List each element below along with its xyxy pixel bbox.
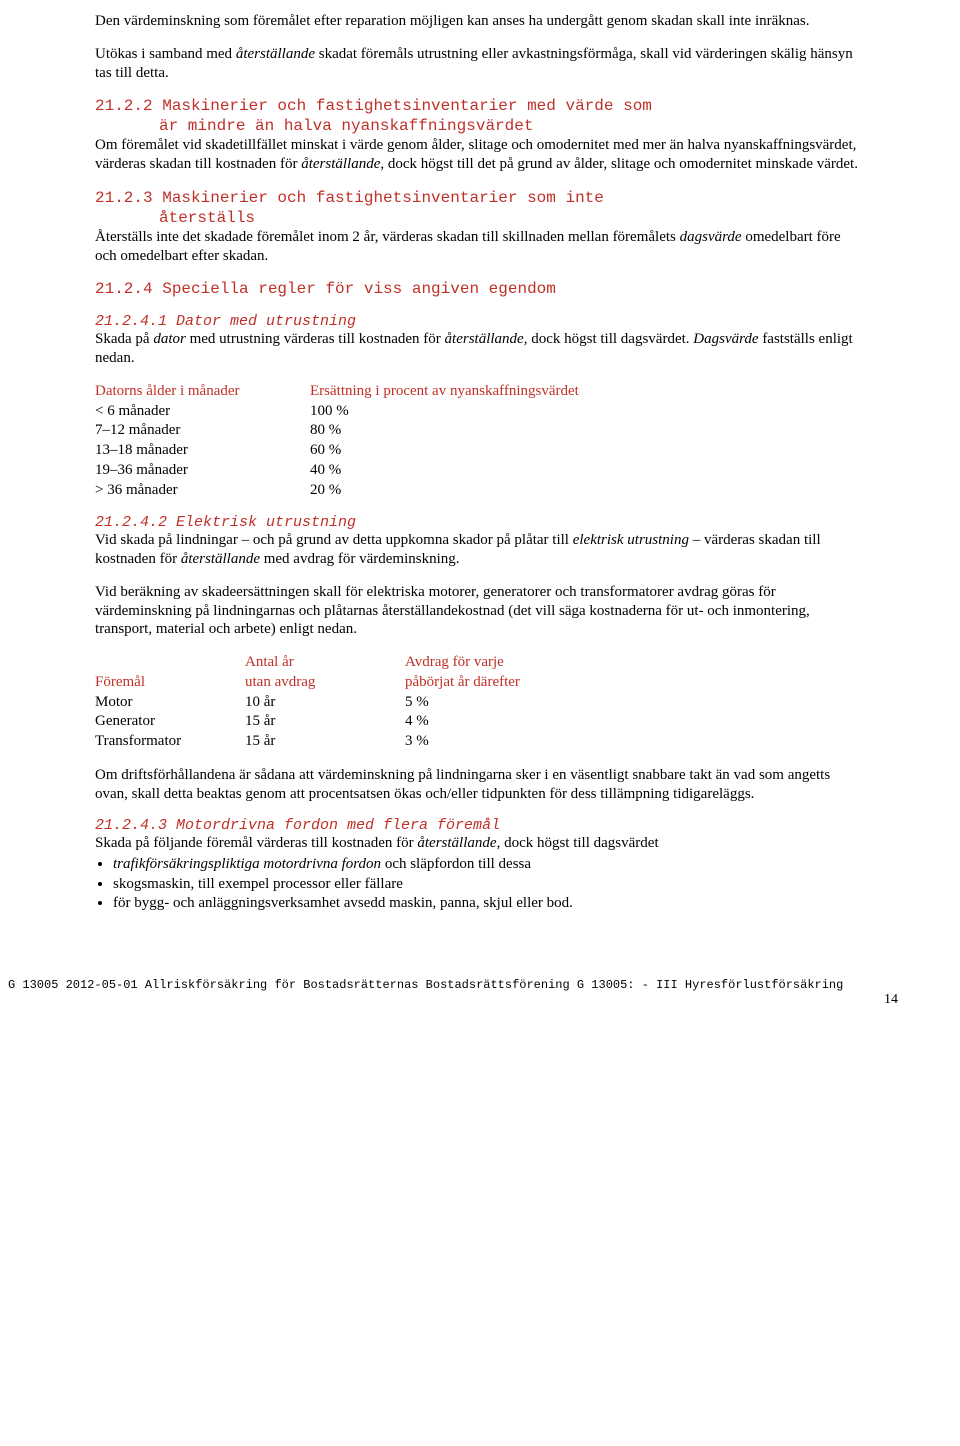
cell-pct: 20 % (310, 481, 610, 501)
emphasis: återställande (236, 46, 315, 62)
heading-line-1: 21.2.3 Maskinerier och fastighetsinventa… (95, 189, 604, 207)
table-header: utan avdrag (245, 673, 405, 693)
heading-line-1: 21.2.2 Maskinerier och fastighetsinventa… (95, 97, 652, 115)
text: med utrustning värderas till kostnaden f… (186, 331, 445, 347)
paragraph: Om föremålet vid skadetillfället minskat… (95, 136, 865, 174)
cell-age: 13–18 månader (95, 441, 310, 461)
table-header: Antal år (245, 653, 405, 673)
computer-age-table: Datorns ålder i månader Ersättning i pro… (95, 382, 610, 501)
table-row: 19–36 månader 40 % (95, 461, 610, 481)
text: , dock högst till dagsvärdet. (524, 331, 694, 347)
cell-age: < 6 månader (95, 402, 310, 422)
table-row: Motor 10 år 5 % (95, 693, 605, 713)
table-header: Föremål (95, 673, 245, 693)
list-item: skogsmaskin, till exempel processor elle… (113, 875, 865, 895)
paragraph: Återställs inte det skadade föremålet in… (95, 228, 865, 266)
emphasis: elektrisk utrustning (573, 532, 689, 548)
bullet-list: trafikförsäkringspliktiga motordrivna fo… (95, 855, 865, 914)
footer-line: G 13005 2012-05-01 Allriskförsäkring för… (0, 958, 960, 992)
cell-years: 10 år (245, 693, 405, 713)
paragraph: Skada på dator med utrustning värderas t… (95, 330, 865, 368)
emphasis: trafikförsäkringspliktiga motordrivna fo… (113, 856, 381, 872)
table-header-row: Datorns ålder i månader Ersättning i pro… (95, 382, 610, 402)
cell-obj: Transformator (95, 732, 245, 752)
cell-years: 15 år (245, 732, 405, 752)
heading-21-2-4-3: 21.2.4.3 Motordrivna fordon med flera fö… (95, 817, 865, 834)
text: , dock högst till det på grund av ålder,… (380, 156, 858, 172)
cell-ded: 5 % (405, 693, 605, 713)
paragraph: Vid skada på lindningar – och på grund a… (95, 531, 865, 569)
table-row: Generator 15 år 4 % (95, 712, 605, 732)
cell-ded: 4 % (405, 712, 605, 732)
heading-line-2: är mindre än halva nyanskaffningsvärdet (95, 116, 865, 136)
table-row: 7–12 månader 80 % (95, 421, 610, 441)
paragraph: Om driftsförhållandena är sådana att vär… (95, 766, 865, 804)
text: , dock högst till dagsvärdet (497, 835, 659, 851)
heading-21-2-4-2: 21.2.4.2 Elektrisk utrustning (95, 514, 865, 531)
table-row: < 6 månader 100 % (95, 402, 610, 422)
table-header-row: Föremål utan avdrag påbörjat år därefter (95, 673, 605, 693)
page-number: 14 (0, 992, 960, 1008)
text: Vid skada på lindningar – och på grund a… (95, 532, 573, 548)
table-header-row: Antal år Avdrag för varje (95, 653, 605, 673)
emphasis: återställande (181, 551, 260, 567)
heading-21-2-4: 21.2.4 Speciella regler för viss angiven… (95, 279, 865, 299)
electrical-table: Antal år Avdrag för varje Föremål utan a… (95, 653, 605, 752)
cell-ded: 3 % (405, 732, 605, 752)
table-row: 13–18 månader 60 % (95, 441, 610, 461)
cell-pct: 40 % (310, 461, 610, 481)
list-item: för bygg- och anläggningsverksamhet avse… (113, 894, 865, 914)
text: Skada på (95, 331, 153, 347)
cell-obj: Generator (95, 712, 245, 732)
table-row: > 36 månader 20 % (95, 481, 610, 501)
paragraph: Utökas i samband med återställande skada… (95, 45, 865, 83)
emphasis: dator (153, 331, 186, 347)
table-header: påbörjat år därefter (405, 673, 605, 693)
text: Skada på följande föremål värderas till … (95, 835, 417, 851)
emphasis: återställande (301, 156, 380, 172)
cell-obj: Motor (95, 693, 245, 713)
cell-age: > 36 månader (95, 481, 310, 501)
emphasis: återställande (445, 331, 524, 347)
cell-pct: 60 % (310, 441, 610, 461)
text: med avdrag för värdeminskning. (260, 551, 460, 567)
list-item: trafikförsäkringspliktiga motordrivna fo… (113, 855, 865, 875)
cell-years: 15 år (245, 712, 405, 732)
heading-21-2-3: 21.2.3 Maskinerier och fastighetsinventa… (95, 188, 865, 228)
emphasis: Dagsvärde (693, 331, 758, 347)
text: och släpfordon till dessa (381, 856, 531, 872)
heading-21-2-2: 21.2.2 Maskinerier och fastighetsinventa… (95, 96, 865, 136)
text: Utökas i samband med (95, 46, 236, 62)
paragraph: Den värdeminskning som föremålet efter r… (95, 12, 865, 31)
heading-line-2: återställs (95, 208, 865, 228)
table-header: Datorns ålder i månader (95, 382, 310, 402)
table-header: Ersättning i procent av nyanskaffningsvä… (310, 382, 610, 402)
text: Återställs inte det skadade föremålet in… (95, 229, 680, 245)
heading-21-2-4-1: 21.2.4.1 Dator med utrustning (95, 313, 865, 330)
cell-age: 7–12 månader (95, 421, 310, 441)
cell-age: 19–36 månader (95, 461, 310, 481)
cell-pct: 100 % (310, 402, 610, 422)
emphasis: återställande (417, 835, 496, 851)
paragraph: Skada på följande föremål värderas till … (95, 834, 865, 853)
paragraph: Vid beräkning av skadeersättningen skall… (95, 583, 865, 639)
table-row: Transformator 15 år 3 % (95, 732, 605, 752)
emphasis: dagsvärde (680, 229, 742, 245)
table-header: Avdrag för varje (405, 653, 605, 673)
cell-pct: 80 % (310, 421, 610, 441)
